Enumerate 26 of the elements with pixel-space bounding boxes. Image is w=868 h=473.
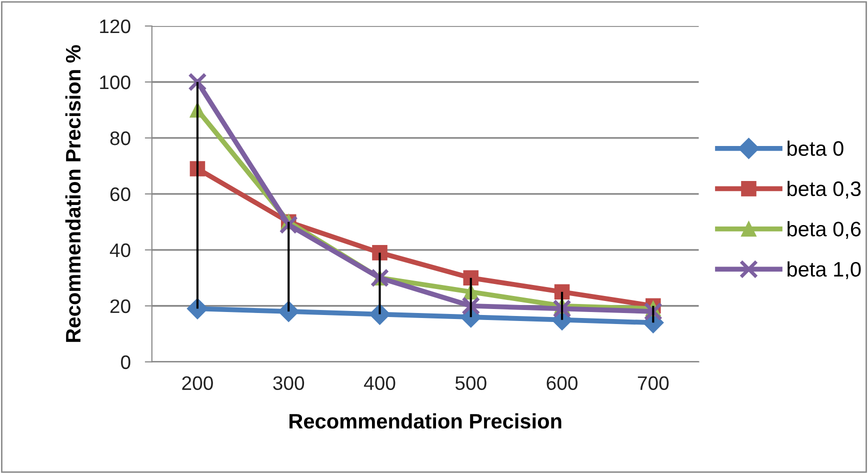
point — [278, 300, 300, 322]
y-tick-label: 60 — [110, 187, 130, 202]
point — [186, 298, 208, 320]
y-tick-label: 20 — [110, 299, 130, 314]
y-axis-title: Recommendation Precision % — [65, 45, 81, 342]
x-tick-label: 700 — [638, 376, 669, 390]
x-tick-label: 400 — [364, 376, 396, 390]
x-tick-label: 600 — [546, 376, 578, 390]
y-tick-label: 120 — [100, 19, 130, 34]
y-tick-label: 80 — [110, 131, 130, 146]
point — [463, 270, 479, 286]
y-tick-label: 100 — [100, 75, 130, 90]
point — [644, 302, 663, 321]
x-tick-label: 200 — [182, 376, 213, 390]
legend-label: beta 0,6 — [788, 221, 861, 239]
point — [188, 72, 207, 92]
point — [279, 215, 298, 234]
legend-label: beta 0,3 — [788, 180, 861, 199]
legend-label: beta 1,0 — [788, 261, 861, 280]
y-tick-label: 40 — [110, 243, 130, 258]
point — [554, 284, 570, 300]
legend-label: beta 0 — [788, 140, 844, 156]
x-tick-label: 300 — [273, 376, 304, 390]
x-axis-title: Recommendation Precision — [290, 413, 562, 429]
y-tick-label: 0 — [121, 355, 130, 370]
x-tick-label: 500 — [455, 376, 486, 390]
